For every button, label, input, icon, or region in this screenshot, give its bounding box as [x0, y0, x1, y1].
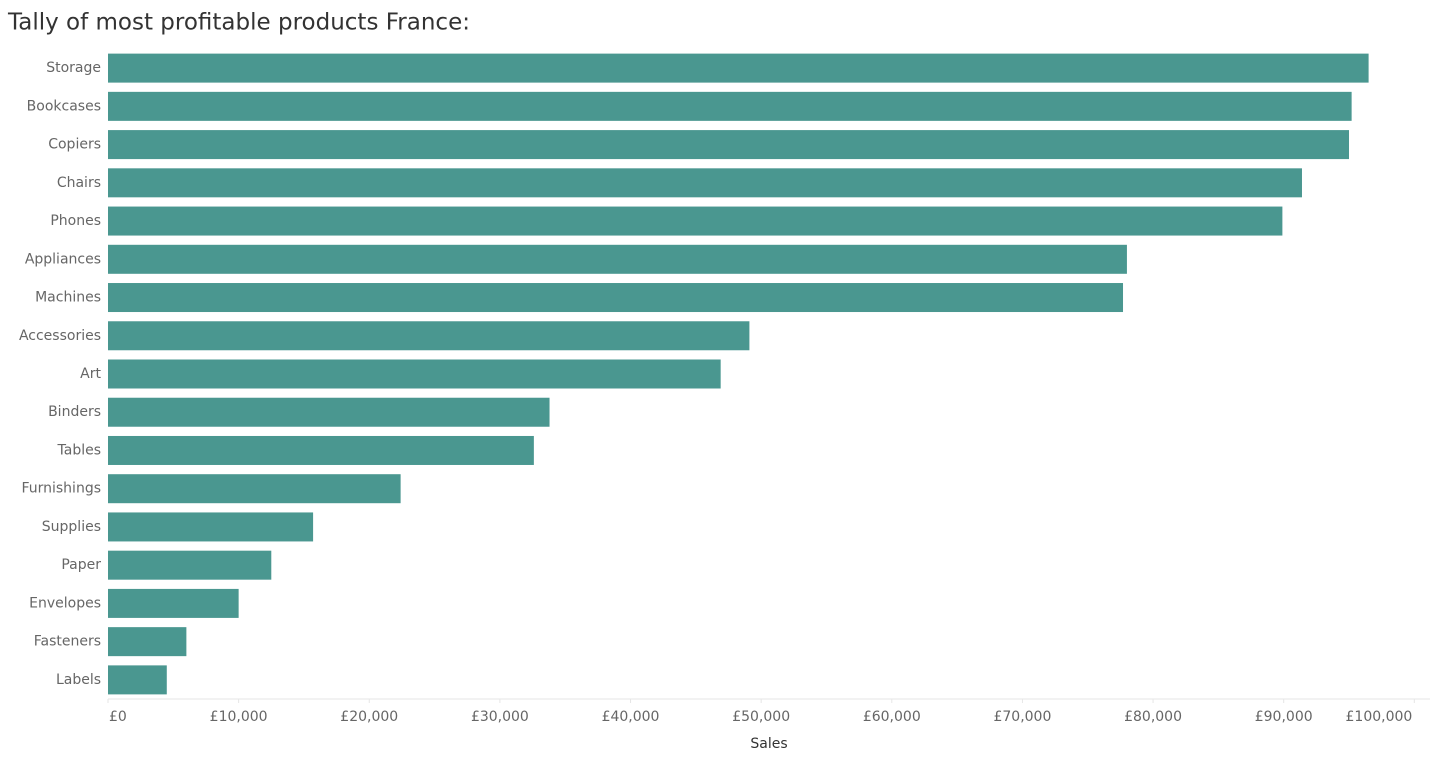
bar [108, 550, 272, 580]
x-axis-title: Sales [750, 736, 787, 752]
x-tick-label: £10,000 [210, 709, 268, 725]
y-tick-label: Storage [46, 60, 101, 76]
y-tick-label: Tables [57, 442, 102, 458]
bar [108, 321, 750, 351]
y-tick-label: Envelopes [29, 595, 101, 611]
y-tick-label: Binders [48, 404, 101, 420]
bar [108, 474, 401, 504]
y-tick-label: Bookcases [27, 98, 101, 114]
x-tick-label: £100,000 [1346, 709, 1413, 725]
bar [108, 53, 1369, 83]
x-tick-label: £50,000 [732, 709, 790, 725]
y-tick-label: Paper [61, 557, 101, 573]
chart-title: Tally of most profitable products France… [7, 10, 470, 36]
bar [108, 435, 534, 465]
y-tick-label: Appliances [25, 251, 101, 267]
bar [108, 512, 314, 542]
y-tick-label: Accessories [19, 328, 101, 344]
bar [108, 168, 1302, 198]
y-tick-label: Fasteners [34, 634, 101, 650]
bar [108, 130, 1350, 160]
y-tick-label: Copiers [48, 137, 101, 153]
bar [108, 665, 167, 695]
y-tick-label: Machines [35, 290, 101, 306]
y-tick-label: Furnishings [21, 481, 101, 497]
y-tick-label: Labels [56, 672, 101, 688]
bar [108, 588, 239, 618]
y-tick-label: Supplies [42, 519, 101, 535]
x-tick-label: £30,000 [471, 709, 529, 725]
y-tick-label: Art [80, 366, 101, 382]
bar [108, 244, 1127, 274]
x-tick-label: £60,000 [863, 709, 921, 725]
x-tick-label: £40,000 [602, 709, 660, 725]
bar [108, 359, 721, 389]
y-tick-label: Chairs [57, 175, 101, 191]
x-tick-label: £70,000 [993, 709, 1051, 725]
y-tick-label: Phones [50, 213, 101, 229]
x-tick-label: £90,000 [1255, 709, 1313, 725]
bar [108, 397, 550, 427]
x-tick-label: £0 [109, 709, 127, 725]
bar [108, 283, 1124, 313]
x-tick-label: £80,000 [1124, 709, 1182, 725]
bar [108, 206, 1283, 236]
x-tick-label: £20,000 [340, 709, 398, 725]
bar [108, 627, 187, 657]
bar [108, 91, 1352, 121]
